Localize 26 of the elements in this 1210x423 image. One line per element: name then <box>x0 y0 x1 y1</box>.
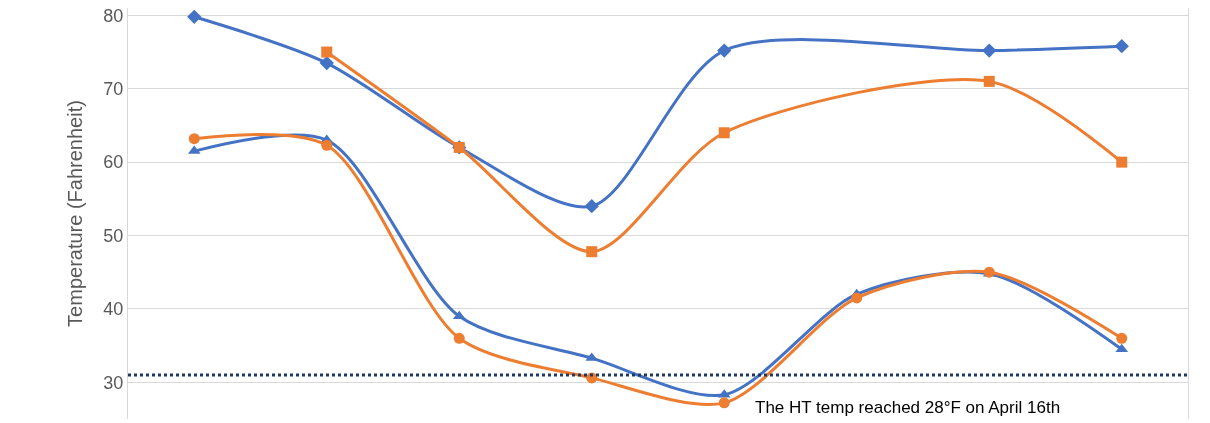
y-tick-label: 70 <box>103 79 124 100</box>
annotation: The HT temp reached 28°F on April 16th <box>755 398 1061 417</box>
point <box>1116 156 1128 168</box>
point <box>187 9 202 24</box>
point <box>1114 39 1129 54</box>
y-axis-title: Temperature (Fahrenheit) <box>63 100 86 327</box>
point <box>586 246 598 258</box>
point <box>188 133 200 145</box>
point <box>453 332 465 344</box>
point <box>983 75 995 87</box>
point <box>717 43 732 58</box>
y-tick-label: 60 <box>103 152 124 173</box>
point <box>321 46 333 58</box>
point <box>321 139 333 151</box>
y-tick-label: 50 <box>103 225 124 246</box>
point <box>1116 332 1128 344</box>
point <box>718 397 730 409</box>
point <box>718 127 730 139</box>
point <box>584 199 599 214</box>
y-tick-label: 80 <box>103 5 124 26</box>
point <box>982 43 997 58</box>
y-tick-label: 30 <box>103 372 124 393</box>
point <box>319 55 334 71</box>
y-tick-label: 40 <box>103 299 124 320</box>
point <box>1115 343 1129 353</box>
point <box>851 292 863 304</box>
